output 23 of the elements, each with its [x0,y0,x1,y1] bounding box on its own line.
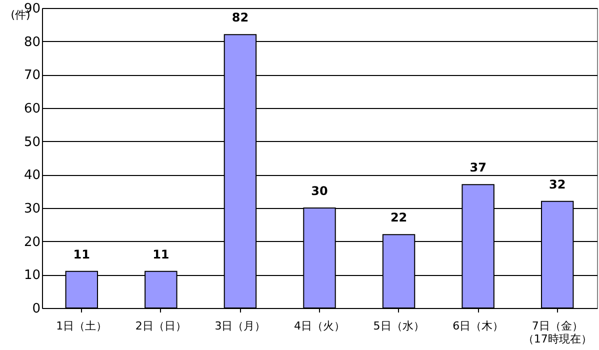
x-tick-label: 3日（月） [214,320,266,332]
y-tick-label: 50 [24,134,40,150]
data-label: 82 [232,10,249,25]
y-tick-label: 40 [24,168,40,184]
data-label: 22 [390,210,408,225]
y-tick-label: 60 [24,102,40,116]
y-tick-label: 80 [24,34,40,50]
y-tick-label: 30 [24,202,40,216]
x-tick-label: 1日（土） [56,320,108,332]
x-tick-label: 7日（金）（17時現在） [522,320,592,346]
data-label: 32 [549,177,566,192]
x-tick-label: 2日（日） [135,320,186,332]
y-tick-label: 0 [32,302,40,316]
data-label: 37 [470,160,486,175]
data-label: 11 [73,247,90,262]
y-tick-label: 20 [24,234,40,250]
y-tick-label: 70 [24,68,40,84]
data-label: 11 [152,247,170,262]
data-label: 30 [311,184,328,198]
x-tick-label: 4日（火） [294,320,345,332]
x-tick-label: 6日（木） [452,320,504,332]
y-tick-label: 10 [24,268,40,284]
x-tick-label: 5日（水） [373,320,424,332]
